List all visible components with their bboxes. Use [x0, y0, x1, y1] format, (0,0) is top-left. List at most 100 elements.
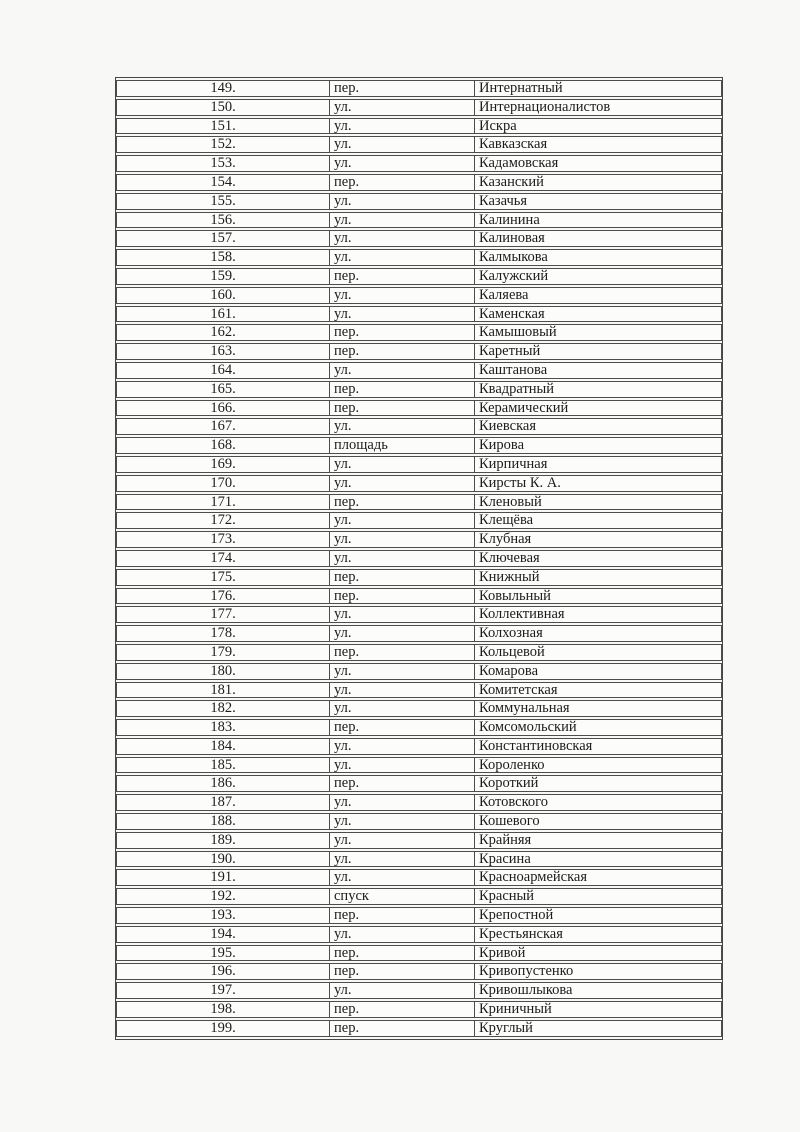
row-number-cell: 188. — [116, 813, 330, 830]
street-type-cell: пер. — [330, 643, 475, 661]
table-row: 186. пер. Короткий — [116, 775, 722, 793]
street-name-cell: Каретный — [475, 343, 722, 360]
street-name-cell: Коммунальная — [475, 700, 722, 718]
table-row: 177. ул. Коллективная — [116, 606, 722, 624]
street-name-cell: Короткий — [475, 775, 722, 793]
table-row: 189. ул. Крайняя — [116, 831, 722, 849]
table-row: 172. ул. Клещёва — [116, 512, 722, 530]
street-type-cell: пер. — [330, 380, 475, 398]
street-type-cell: пер. — [330, 324, 475, 342]
street-type-cell: ул. — [330, 98, 475, 116]
table-row: 161. ул. Каменская — [116, 305, 722, 323]
table-row: 195. пер. Кривой — [116, 944, 722, 962]
street-type-cell: ул. — [330, 850, 475, 868]
street-type-cell: пер. — [330, 343, 475, 360]
table-row: 168. площадь Кирова — [116, 437, 722, 454]
table-row: 173. ул. Клубная — [116, 531, 722, 548]
street-type-cell: ул. — [330, 756, 475, 774]
street-name-cell: Крепостной — [475, 907, 722, 924]
street-type-cell: ул. — [330, 831, 475, 849]
row-number-cell: 198. — [116, 1001, 330, 1018]
street-type-cell: пер. — [330, 963, 475, 981]
street-name-cell: Казанский — [475, 173, 722, 191]
table-row: 193. пер. Крепостной — [116, 907, 722, 924]
street-type-cell: ул. — [330, 418, 475, 436]
street-name-cell: Ковыльный — [475, 587, 722, 605]
table-row: 192. спуск Красный — [116, 888, 722, 906]
row-number-cell: 181. — [116, 681, 330, 699]
street-type-cell: ул. — [330, 117, 475, 135]
street-name-cell: Красный — [475, 888, 722, 906]
street-name-cell: Кривошлыкова — [475, 982, 722, 1000]
row-number-cell: 189. — [116, 831, 330, 849]
street-type-cell: ул. — [330, 230, 475, 248]
row-number-cell: 168. — [116, 437, 330, 454]
table-row: 158. ул. Калмыкова — [116, 249, 722, 266]
row-number-cell: 163. — [116, 343, 330, 360]
street-name-cell: Крестьянская — [475, 925, 722, 943]
row-number-cell: 153. — [116, 155, 330, 172]
table-row: 156. ул. Калинина — [116, 211, 722, 229]
row-number-cell: 156. — [116, 211, 330, 229]
row-number-cell: 184. — [116, 737, 330, 755]
row-number-cell: 196. — [116, 963, 330, 981]
table-row: 185. ул. Короленко — [116, 756, 722, 774]
street-type-cell: пер. — [330, 587, 475, 605]
street-type-cell: ул. — [330, 982, 475, 1000]
street-type-cell: ул. — [330, 249, 475, 266]
row-number-cell: 185. — [116, 756, 330, 774]
street-name-cell: Кривопустенко — [475, 963, 722, 981]
street-name-cell: Искра — [475, 117, 722, 135]
row-number-cell: 150. — [116, 98, 330, 116]
row-number-cell: 180. — [116, 662, 330, 680]
row-number-cell: 197. — [116, 982, 330, 1000]
table-row: 154. пер. Казанский — [116, 173, 722, 191]
street-name-cell: Калинина — [475, 211, 722, 229]
street-name-cell: Кривой — [475, 944, 722, 962]
row-number-cell: 155. — [116, 192, 330, 210]
table-row: 184. ул. Константиновская — [116, 737, 722, 755]
street-name-cell: Кошевого — [475, 813, 722, 830]
table-row: 170. ул. Кирсты К. А. — [116, 474, 722, 492]
street-name-cell: Интернатный — [475, 80, 722, 97]
row-number-cell: 158. — [116, 249, 330, 266]
street-type-cell: ул. — [330, 211, 475, 229]
street-name-cell: Комарова — [475, 662, 722, 680]
street-name-cell: Керамический — [475, 399, 722, 417]
table-row: 165. пер. Квадратный — [116, 380, 722, 398]
street-type-cell: пер. — [330, 719, 475, 736]
street-name-cell: Короленко — [475, 756, 722, 774]
street-name-cell: Комсомольский — [475, 719, 722, 736]
street-name-cell: Клещёва — [475, 512, 722, 530]
table-row: 178. ул. Колхозная — [116, 625, 722, 642]
street-name-cell: Котовского — [475, 794, 722, 812]
row-number-cell: 192. — [116, 888, 330, 906]
row-number-cell: 170. — [116, 474, 330, 492]
street-type-cell: ул. — [330, 155, 475, 172]
street-type-cell: площадь — [330, 437, 475, 454]
street-name-cell: Книжный — [475, 568, 722, 586]
street-type-cell: ул. — [330, 737, 475, 755]
street-type-cell: ул. — [330, 925, 475, 943]
table-row: 179. пер. Кольцевой — [116, 643, 722, 661]
table-row: 197. ул. Кривошлыкова — [116, 982, 722, 1000]
street-name-cell: Калмыкова — [475, 249, 722, 266]
street-type-cell: ул. — [330, 625, 475, 642]
row-number-cell: 172. — [116, 512, 330, 530]
street-type-cell: ул. — [330, 606, 475, 624]
table-row: 174. ул. Ключевая — [116, 549, 722, 567]
row-number-cell: 165. — [116, 380, 330, 398]
table-row: 187. ул. Котовского — [116, 794, 722, 812]
street-type-cell: пер. — [330, 267, 475, 285]
row-number-cell: 177. — [116, 606, 330, 624]
street-name-cell: Камышовый — [475, 324, 722, 342]
street-name-cell: Константиновская — [475, 737, 722, 755]
street-name-cell: Каменская — [475, 305, 722, 323]
table-row: 152. ул. Кавказская — [116, 136, 722, 154]
street-name-cell: Красноармейская — [475, 869, 722, 887]
table-row: 159. пер. Калужский — [116, 267, 722, 285]
street-name-cell: Кирсты К. А. — [475, 474, 722, 492]
street-type-cell: спуск — [330, 888, 475, 906]
street-name-cell: Клубная — [475, 531, 722, 548]
